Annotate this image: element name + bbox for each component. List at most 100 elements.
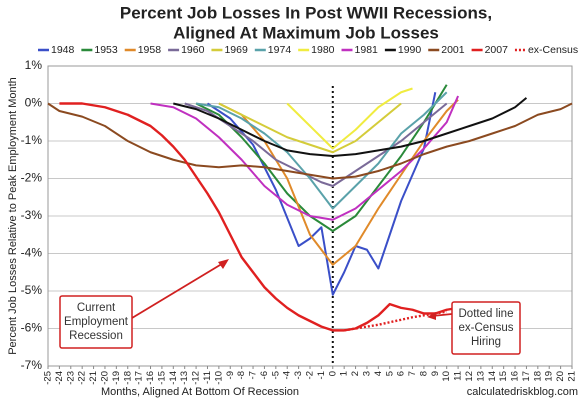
x-tick-label: 7 bbox=[407, 371, 418, 376]
x-tick-label: 10 bbox=[441, 371, 452, 382]
y-tick-label: -1% bbox=[21, 133, 43, 147]
series-line bbox=[218, 99, 459, 266]
x-tick-label: -16 bbox=[145, 371, 156, 385]
series-line bbox=[195, 91, 448, 210]
arrow-head bbox=[427, 312, 436, 320]
arrow-head bbox=[218, 259, 229, 269]
y-tick-label: -5% bbox=[21, 283, 43, 297]
legend-item: 2007 bbox=[471, 44, 509, 56]
x-tick-label: 4 bbox=[373, 371, 384, 376]
x-tick-label: 12 bbox=[464, 371, 475, 382]
x-tick-label: -3 bbox=[293, 371, 304, 379]
x-tick-label: -9 bbox=[225, 371, 236, 379]
x-tick-label: -19 bbox=[111, 371, 122, 385]
legend-item: 1974 bbox=[254, 44, 292, 56]
x-tick-label: 2 bbox=[350, 371, 361, 376]
x-tick-label: 13 bbox=[475, 371, 486, 382]
x-tick-label: -5 bbox=[270, 371, 281, 379]
x-tick-label: 3 bbox=[361, 371, 372, 376]
legend-label: 2007 bbox=[485, 44, 509, 56]
x-tick-label: 9 bbox=[430, 371, 441, 376]
series-line bbox=[195, 84, 448, 232]
legend-item: 1990 bbox=[384, 44, 422, 56]
x-tick-label: 21 bbox=[567, 371, 578, 382]
series-line bbox=[150, 95, 460, 221]
x-tick-label: -25 bbox=[43, 371, 54, 385]
x-tick-label: 5 bbox=[384, 371, 395, 376]
y-tick-label: -4% bbox=[21, 246, 43, 260]
legend-label: 1990 bbox=[398, 44, 422, 56]
y-tick-label: 0% bbox=[25, 96, 43, 110]
legend-item: 2001 bbox=[428, 44, 465, 56]
x-tick-label: 14 bbox=[487, 371, 498, 382]
legend-label: 1974 bbox=[268, 44, 292, 56]
source: calculatedriskblog.com bbox=[467, 386, 578, 398]
y-tick-label: -7% bbox=[21, 358, 43, 372]
x-tick-label: 19 bbox=[544, 371, 555, 382]
legend-label: ex-Census bbox=[528, 44, 578, 56]
x-tick-label: -22 bbox=[77, 371, 88, 385]
y-tick-label: 1% bbox=[25, 58, 43, 72]
y-tick-label: -3% bbox=[21, 208, 43, 222]
x-tick-label: -20 bbox=[99, 371, 110, 385]
x-tick-label: -12 bbox=[191, 371, 202, 385]
x-tick-label: -4 bbox=[282, 371, 293, 379]
x-tick-label: 20 bbox=[555, 371, 566, 382]
annotation-text: ex-Census bbox=[459, 322, 514, 334]
x-tick-label: -24 bbox=[54, 371, 65, 385]
x-tick-label: 0 bbox=[327, 371, 338, 376]
series-line bbox=[173, 97, 528, 157]
x-tick-label: -8 bbox=[236, 371, 247, 379]
x-tick-label: -10 bbox=[213, 371, 224, 385]
series-line bbox=[59, 102, 459, 332]
x-tick-label: -18 bbox=[122, 371, 133, 385]
legend-item: 1958 bbox=[124, 44, 162, 56]
legend-item: 1981 bbox=[341, 44, 379, 56]
legend-item: 1948 bbox=[38, 44, 75, 56]
x-tick-label: -21 bbox=[88, 371, 99, 385]
series-line bbox=[343, 310, 447, 332]
series-line bbox=[218, 102, 402, 154]
legend-label: 1981 bbox=[355, 44, 379, 56]
annotation-text: Hiring bbox=[471, 336, 501, 348]
annotation-arrow bbox=[131, 261, 226, 319]
x-tick-label: 11 bbox=[453, 371, 464, 381]
annotation-box bbox=[59, 295, 133, 349]
chart-title: Percent Job Losses In Post WWII Recessio… bbox=[120, 3, 492, 22]
x-tick-label: -7 bbox=[248, 371, 259, 379]
legend-label: 1960 bbox=[181, 44, 205, 56]
x-tick-label: 18 bbox=[532, 371, 543, 382]
y-tick-label: -6% bbox=[21, 321, 43, 335]
legend-item: 1980 bbox=[298, 44, 335, 56]
x-axis-label: Months, Aligned At Bottom Of Recession bbox=[101, 386, 299, 398]
legend-label: 1958 bbox=[138, 44, 162, 56]
annotation-box bbox=[451, 301, 521, 355]
x-tick-label: 16 bbox=[510, 371, 521, 382]
x-tick-label: -17 bbox=[134, 371, 145, 385]
legend-item: 1969 bbox=[211, 44, 248, 56]
legend-item: ex-Census bbox=[514, 44, 578, 56]
y-axis-label: Percent Job Losses Relative to Peak Empl… bbox=[7, 77, 19, 355]
legend-label: 2001 bbox=[441, 44, 465, 56]
annotation-text: Recession bbox=[69, 330, 123, 342]
legend-label: 1980 bbox=[311, 44, 335, 56]
y-tick-label: -2% bbox=[21, 171, 43, 185]
x-tick-label: -23 bbox=[65, 371, 76, 385]
legend-item: 1960 bbox=[168, 44, 205, 56]
annotation-text: Current bbox=[77, 302, 116, 314]
x-tick-label: 17 bbox=[521, 371, 532, 382]
x-tick-label: -14 bbox=[168, 371, 179, 385]
x-tick-label: -13 bbox=[179, 371, 190, 385]
x-tick-label: -6 bbox=[259, 371, 270, 379]
x-tick-label: 15 bbox=[498, 371, 509, 382]
legend-label: 1953 bbox=[94, 44, 118, 56]
x-tick-label: -2 bbox=[305, 371, 316, 379]
x-tick-label: 8 bbox=[418, 371, 429, 376]
annotations bbox=[59, 259, 521, 355]
chart-title: Aligned At Maximum Job Losses bbox=[173, 23, 439, 42]
annotation-text: Dotted line bbox=[459, 308, 514, 320]
annotation-text: Employment bbox=[64, 316, 129, 328]
legend-label: 1948 bbox=[51, 44, 75, 56]
x-tick-label: -11 bbox=[202, 371, 213, 384]
